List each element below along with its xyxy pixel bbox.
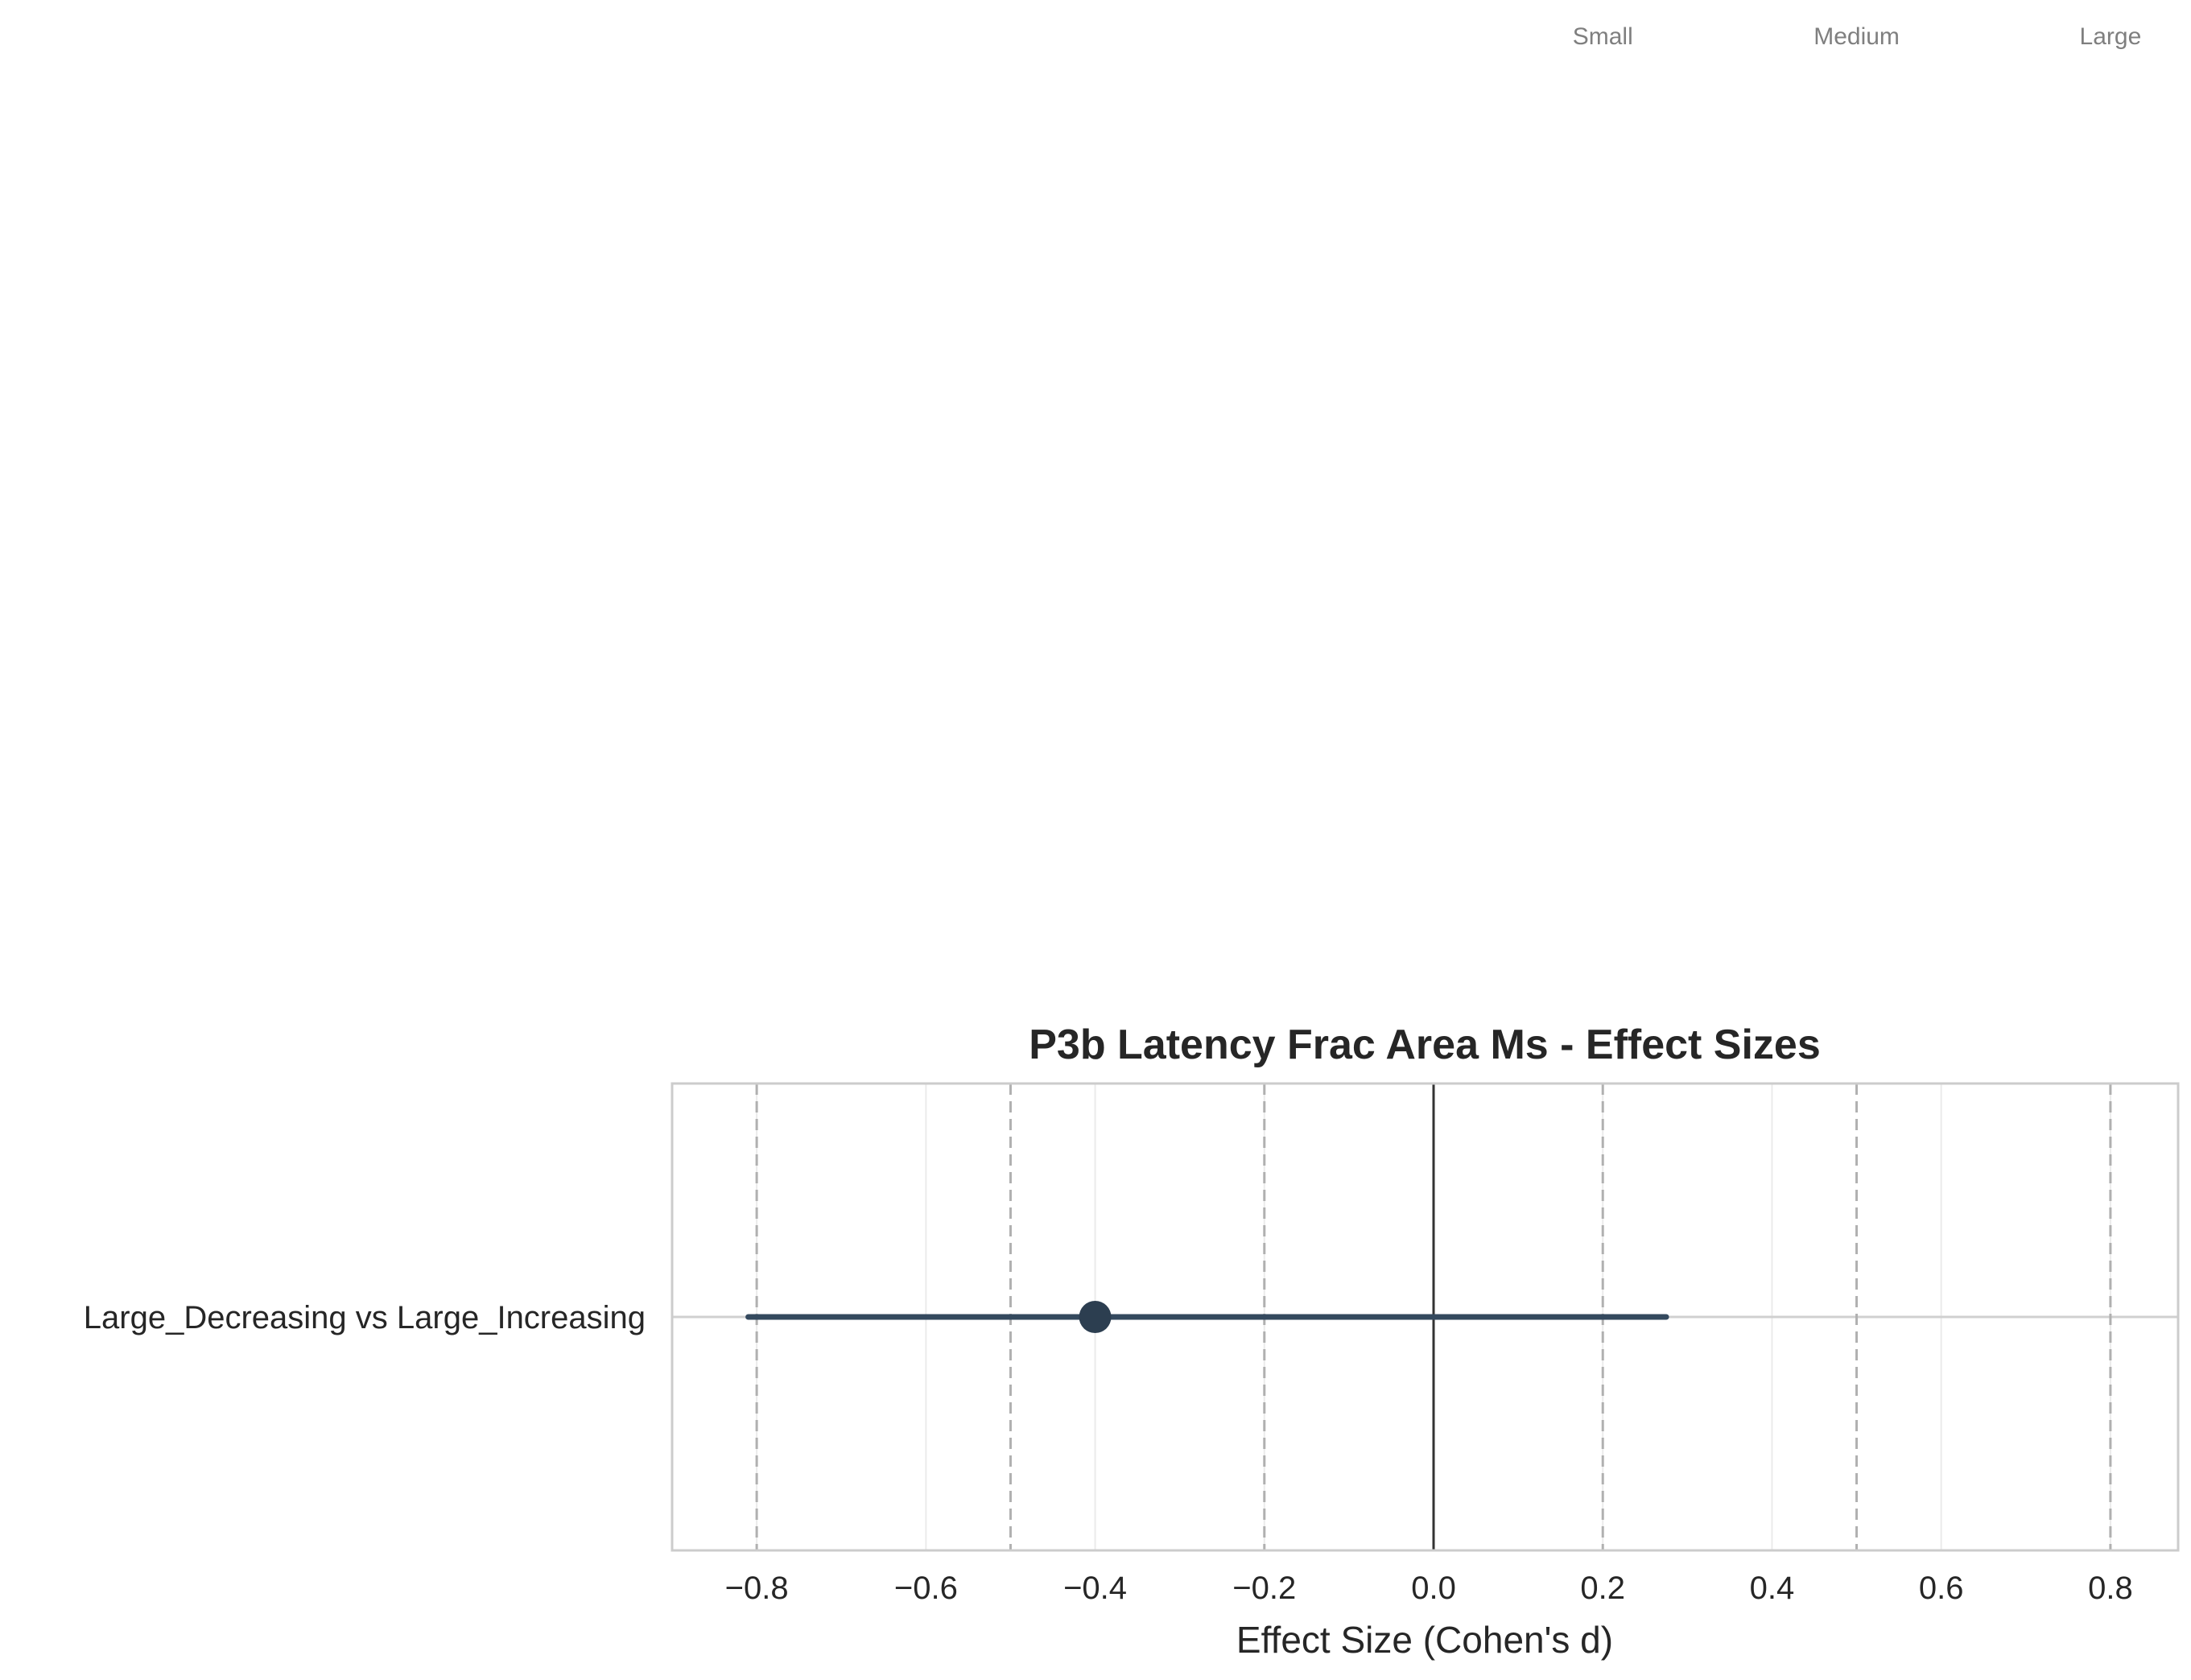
reference-label: Large [2080, 23, 2142, 50]
x-tick-label: −0.4 [1063, 1571, 1127, 1606]
y-tick-label: Large_Decreasing vs Large_Increasing [84, 1300, 646, 1335]
x-tick-label: 0.4 [1750, 1571, 1795, 1606]
reference-label: Small [1573, 23, 1633, 50]
x-tick-label: 0.6 [1919, 1571, 1964, 1606]
plot-frame [671, 1082, 2180, 1552]
x-tick-label: −0.8 [725, 1571, 789, 1606]
x-tick-labels: −0.8 −0.6 −0.4 −0.2 0.0 0.2 0.4 0.6 0.8 [725, 1571, 2133, 1606]
x-tick-label: 0.2 [1580, 1571, 1625, 1606]
reference-label: Medium [1813, 23, 1900, 50]
x-tick-label: 0.0 [1411, 1571, 1456, 1606]
reference-labels: Small Medium Large [1573, 23, 2142, 50]
x-axis-label: Effect Size (Cohen's d) [1236, 1619, 1613, 1661]
effect-series [745, 1301, 1669, 1333]
y-tick-labels: Large_Decreasing vs Large_Increasing [84, 1300, 646, 1335]
x-tick-label: −0.6 [894, 1571, 958, 1606]
x-tick-label: 0.8 [2088, 1571, 2133, 1606]
x-tick-label: −0.2 [1232, 1571, 1296, 1606]
chart-title: P3b Latency Frac Area Ms - Effect Sizes [1029, 1022, 1821, 1068]
effect-point [1079, 1301, 1112, 1333]
